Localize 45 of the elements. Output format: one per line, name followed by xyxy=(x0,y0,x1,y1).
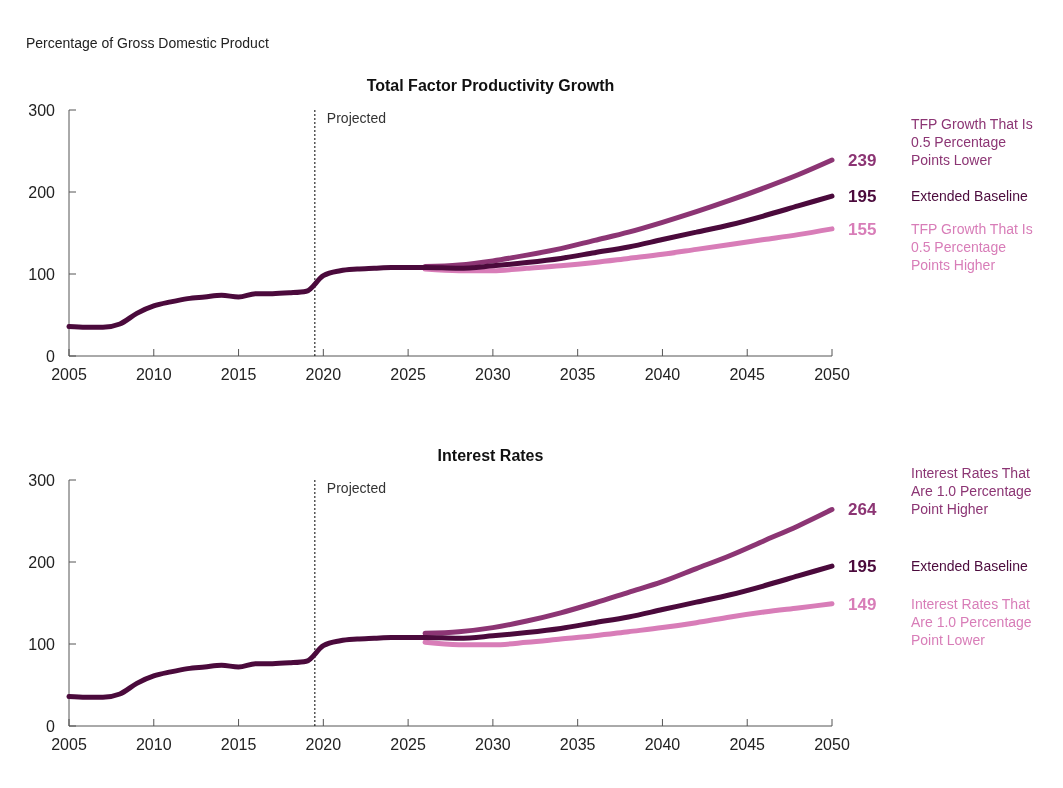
x-tick-label: 2050 xyxy=(814,736,850,753)
data-label: 155 xyxy=(848,219,877,239)
text: TFP Growth That Is 0.5 Percentage Points Higher xyxy=(911,220,1033,273)
x-tick-label: 2020 xyxy=(305,736,342,753)
x-tick-label: 2015 xyxy=(220,366,257,383)
x-tick-label: 2045 xyxy=(729,736,766,753)
text: Extended Baseline xyxy=(911,558,1028,574)
x-tick-label: 2035 xyxy=(559,736,596,753)
y-tick-label: 200 xyxy=(28,553,56,571)
x-tick-label: 2040 xyxy=(644,366,681,383)
ref-line-label: Projected xyxy=(326,480,387,496)
x-tick-label: 2005 xyxy=(51,366,87,383)
y-tick-label: 0 xyxy=(46,347,56,365)
y-tick-label: 100 xyxy=(28,265,56,283)
text: TFP Growth That Is 0.5 Percentage Points Lower xyxy=(911,115,1033,168)
x-tick-label: 2050 xyxy=(814,366,850,383)
x-tick-label: 2025 xyxy=(390,366,427,383)
x-tick-label: 2030 xyxy=(475,736,511,753)
x-tick-label: 2010 xyxy=(135,366,172,383)
data-label: 195 xyxy=(848,187,877,207)
x-tick-label: 2010 xyxy=(135,736,172,753)
y-axis-title: Percentage of Gross Domestic Product xyxy=(26,35,269,51)
data-label: 149 xyxy=(848,594,877,614)
chart-title: Interest Rates xyxy=(437,447,544,464)
x-tick-label: 2030 xyxy=(475,366,511,383)
ref-line-label: Projected xyxy=(326,110,387,126)
data-label: 195 xyxy=(848,557,877,577)
y-tick-label: 0 xyxy=(46,717,56,735)
x-tick-label: 2005 xyxy=(51,736,87,753)
x-tick-label: 2015 xyxy=(220,736,257,753)
x-tick-label: 2040 xyxy=(644,736,681,753)
data-label: 264 xyxy=(848,500,877,520)
x-tick-label: 2020 xyxy=(305,366,342,383)
x-tick-label: 2025 xyxy=(390,736,427,753)
y-tick-label: 300 xyxy=(28,101,56,119)
chart-title: Total Factor Productivity Growth xyxy=(366,77,615,94)
y-tick-label: 200 xyxy=(28,183,56,201)
text: Interest Rates That Are 1.0 Percentage Point Lower xyxy=(911,595,1032,648)
data-label: 239 xyxy=(848,150,877,170)
x-tick-label: 2035 xyxy=(559,366,596,383)
text: Extended Baseline xyxy=(911,188,1028,204)
x-tick-label: 2045 xyxy=(729,366,766,383)
text: Interest Rates That Are 1.0 Percentage Point Higher xyxy=(911,465,1032,518)
y-tick-label: 300 xyxy=(28,471,56,489)
y-tick-label: 100 xyxy=(28,635,56,653)
